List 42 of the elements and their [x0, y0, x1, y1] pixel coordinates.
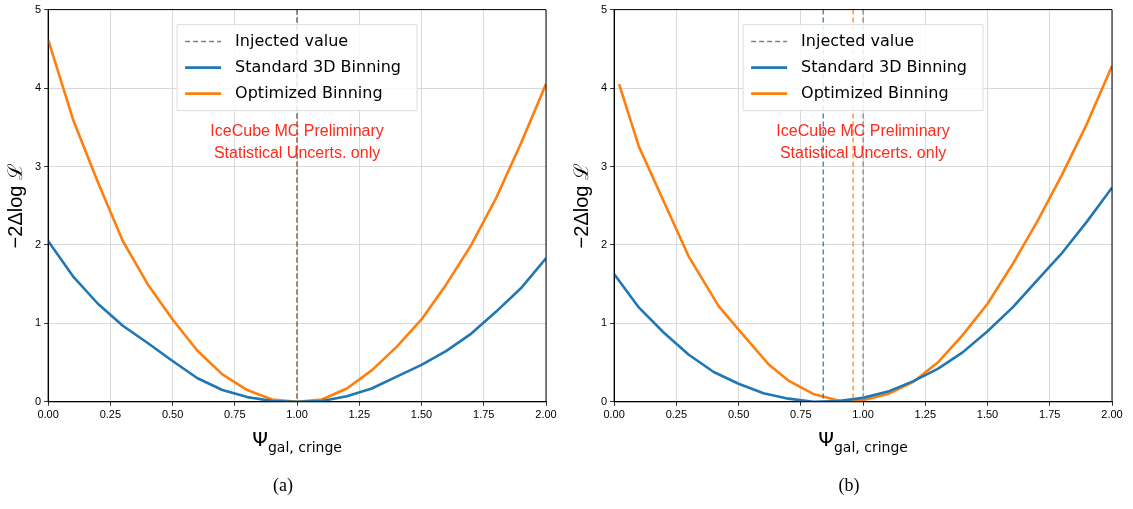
x-tick-label: 0.75	[224, 408, 246, 421]
x-tick-label: 1.25	[348, 408, 371, 421]
y-tick-label: 0	[34, 394, 42, 407]
y-axis-title: −2Δlog ℒ	[3, 162, 26, 249]
annotation: IceCube MC Preliminary Statistical Uncerts. only	[776, 122, 950, 162]
legend-label: Standard 3D Binning	[801, 56, 968, 76]
y-tick-label: 5	[34, 2, 42, 15]
x-tick-label: 0.25	[99, 408, 122, 421]
y-tick-label: 1	[34, 316, 42, 329]
annotation: IceCube MC Preliminary Statistical Uncerts. only	[210, 122, 384, 162]
x-tick-label: 2.00	[1101, 408, 1123, 421]
x-tick-label: 0.00	[37, 408, 59, 421]
y-tick-label: 2	[600, 237, 608, 250]
x-tick-label: 1.00	[286, 408, 308, 421]
x-tick-label: 0.25	[665, 408, 688, 421]
y-tick-label: 4	[34, 81, 42, 94]
text: (b)	[837, 475, 861, 496]
text: (a)	[272, 475, 294, 496]
y-tick-label: 5	[600, 2, 608, 15]
x-tick-label: 1.25	[914, 408, 937, 421]
y-tick-label: 4	[600, 81, 608, 94]
x-tick-label: 2.00	[535, 408, 557, 421]
x-tick-label: 1.75	[473, 408, 495, 421]
y-tick-label: 2	[34, 237, 42, 250]
x-tick-label: 1.75	[1039, 408, 1061, 421]
x-tick-label: 0.50	[161, 408, 184, 421]
y-tick-label: 0	[600, 394, 608, 407]
y-tick-label: 1	[600, 316, 608, 329]
legend-label: Optimized Binning	[235, 82, 383, 102]
x-tick-label: 0.50	[727, 408, 750, 421]
x-tick-label: 1.50	[410, 408, 433, 421]
legend-label: Standard 3D Binning	[235, 56, 402, 76]
x-tick-label: 1.00	[852, 408, 874, 421]
legend-label: Optimized Binning	[801, 82, 949, 102]
y-axis-title: −2Δlog ℒ	[569, 162, 592, 249]
x-tick-label: 0.75	[790, 408, 812, 421]
y-tick-label: 3	[600, 159, 608, 172]
x-tick-label: 0.00	[603, 408, 625, 421]
x-tick-label: 1.50	[976, 408, 999, 421]
ref-line-label: Injected value	[801, 30, 915, 50]
ref-line-label: Injected value	[235, 30, 349, 50]
y-tick-label: 3	[34, 159, 42, 172]
